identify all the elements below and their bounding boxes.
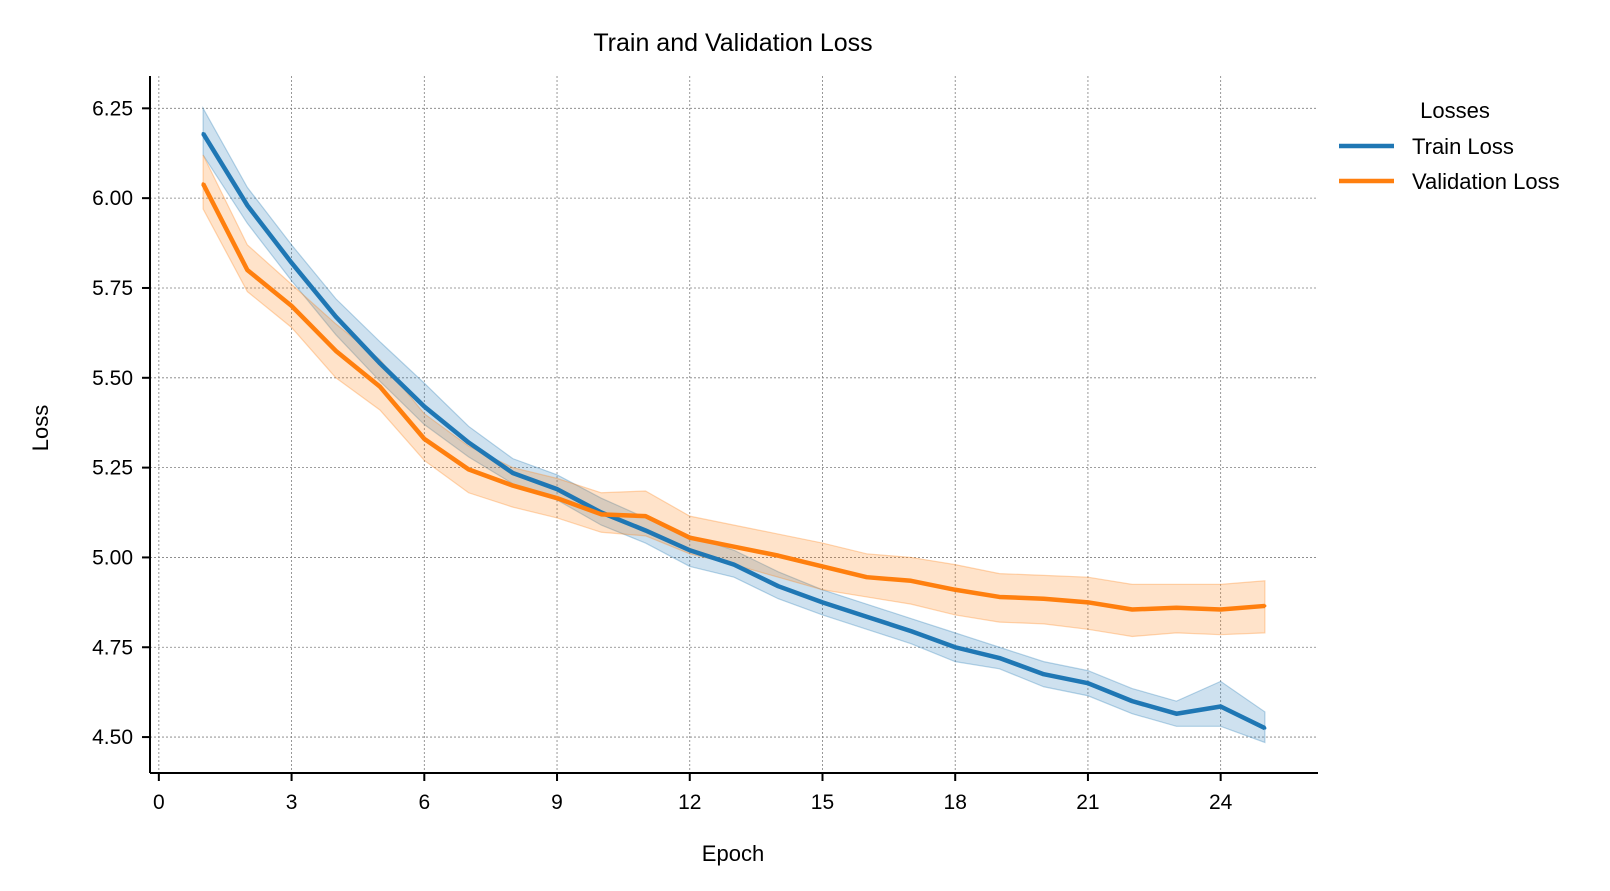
- data-point: [245, 268, 249, 272]
- data-point: [644, 528, 648, 532]
- data-point: [732, 563, 736, 567]
- data-point: [1174, 712, 1178, 716]
- data-point: [820, 600, 824, 604]
- x-ticks: 0 3 6 9 12 15 18 21 24: [153, 773, 1233, 814]
- data-point: [290, 304, 294, 308]
- y-ticks: 4.50 4.75 5.00 5.25 5.50 5.75 6.00 6.25: [92, 97, 150, 749]
- data-point: [953, 588, 957, 592]
- grid: [150, 76, 1318, 773]
- data-point: [1219, 705, 1223, 709]
- x-tick-label: 24: [1209, 791, 1233, 814]
- data-point: [1042, 597, 1046, 601]
- data-point: [467, 440, 471, 444]
- x-tick-label: 12: [678, 791, 701, 814]
- y-tick-label: 5.50: [92, 367, 133, 390]
- data-point: [334, 315, 338, 319]
- data-point: [644, 514, 648, 518]
- x-tick-label: 21: [1076, 791, 1099, 814]
- data-point: [201, 131, 205, 135]
- y-tick-label: 5.25: [92, 457, 133, 480]
- legend: Losses Train Loss Validation Loss: [1339, 98, 1560, 194]
- data-point: [201, 182, 205, 186]
- y-tick-label: 4.75: [92, 636, 133, 659]
- data-point: [997, 656, 1001, 660]
- y-tick-label: 6.25: [92, 97, 133, 120]
- x-tick-label: 15: [811, 791, 834, 814]
- data-point: [555, 487, 559, 491]
- data-point: [865, 615, 869, 619]
- x-tick-label: 6: [418, 791, 430, 814]
- y-tick-label: 4.50: [92, 726, 133, 749]
- y-axis-title: Loss: [28, 405, 53, 451]
- data-point: [511, 471, 515, 475]
- data-point: [467, 467, 471, 471]
- data-point: [511, 484, 515, 488]
- data-point: [555, 496, 559, 500]
- x-tick-label: 3: [286, 791, 298, 814]
- data-point: [1263, 726, 1267, 730]
- data-point: [909, 579, 913, 583]
- data-point: [997, 595, 1001, 599]
- data-point: [1042, 672, 1046, 676]
- data-point: [334, 349, 338, 353]
- data-point: [378, 361, 382, 365]
- y-tick-label: 5.75: [92, 277, 133, 300]
- data-point: [865, 575, 869, 579]
- series-lines: [201, 131, 1267, 731]
- data-point: [909, 629, 913, 633]
- y-tick-label: 5.00: [92, 546, 133, 569]
- line-series-0: [201, 132, 1266, 731]
- data-point: [1130, 608, 1134, 612]
- data-point: [732, 545, 736, 549]
- data-point: [820, 564, 824, 568]
- data-point: [1086, 600, 1090, 604]
- x-tick-label: 18: [944, 791, 967, 814]
- data-point: [1086, 681, 1090, 685]
- data-point: [688, 548, 692, 552]
- data-point: [1219, 608, 1223, 612]
- y-tick-label: 6.00: [92, 187, 133, 210]
- data-point: [422, 405, 426, 409]
- data-point: [245, 203, 249, 207]
- data-point: [776, 584, 780, 588]
- data-point: [290, 261, 294, 265]
- data-point: [776, 554, 780, 558]
- data-point: [422, 437, 426, 441]
- data-point: [378, 385, 382, 389]
- data-point: [688, 536, 692, 540]
- x-tick-label: 0: [153, 791, 165, 814]
- data-point: [1263, 604, 1267, 608]
- legend-label: Validation Loss: [1412, 169, 1560, 194]
- data-point: [953, 645, 957, 649]
- axes: [149, 76, 1318, 774]
- legend-entries: Train Loss Validation Loss: [1339, 134, 1560, 194]
- data-point: [1174, 606, 1178, 610]
- legend-title: Losses: [1420, 98, 1490, 123]
- data-point: [599, 512, 603, 516]
- band-series-1: [202, 154, 1266, 638]
- legend-label: Train Loss: [1412, 134, 1514, 159]
- x-axis-title: Epoch: [702, 841, 764, 866]
- data-point: [1130, 699, 1134, 703]
- chart-title: Train and Validation Loss: [593, 29, 872, 57]
- x-tick-label: 9: [551, 791, 563, 814]
